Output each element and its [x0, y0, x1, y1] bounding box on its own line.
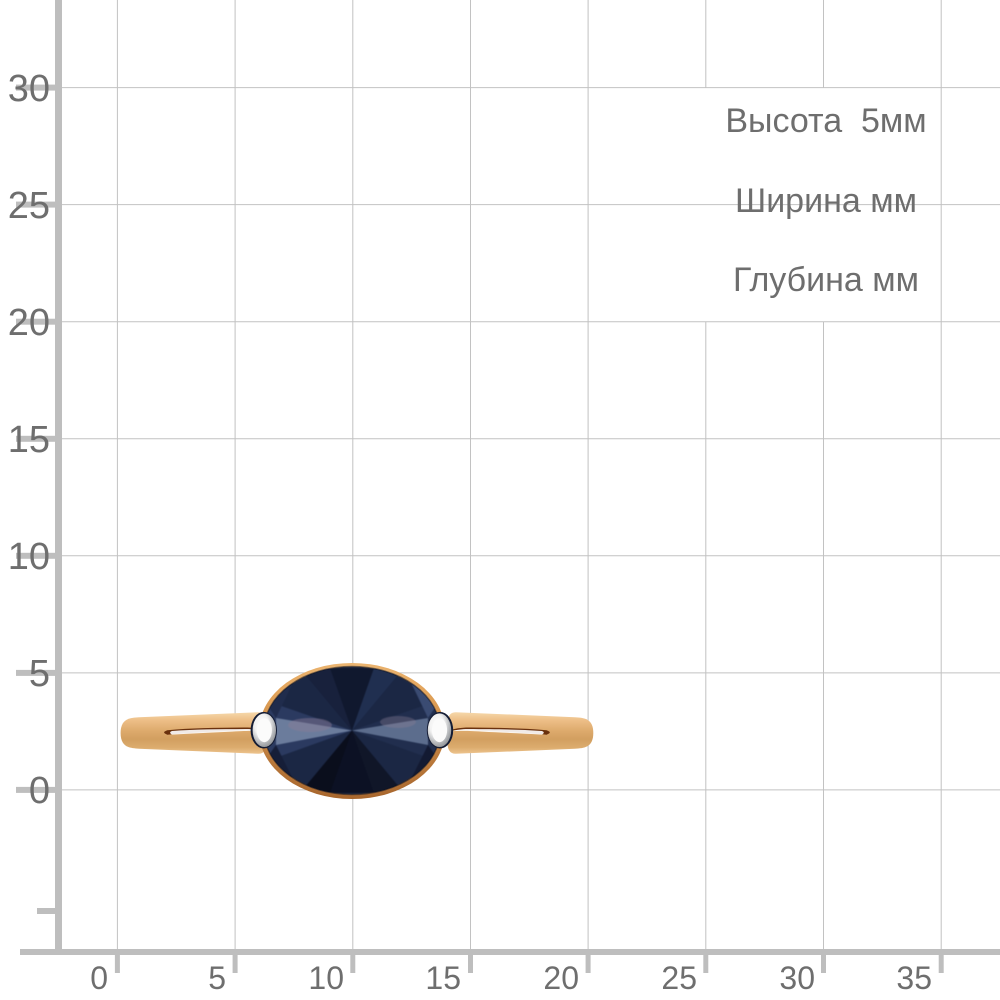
svg-text:15: 15 [8, 419, 50, 461]
svg-text:0: 0 [29, 770, 50, 812]
svg-text:25: 25 [661, 960, 697, 996]
svg-text:35: 35 [896, 960, 932, 996]
svg-text:20: 20 [543, 960, 579, 996]
svg-text:Глубина мм: Глубина мм [733, 261, 919, 299]
svg-text:20: 20 [8, 302, 50, 344]
svg-text:30: 30 [8, 68, 50, 110]
svg-text:30: 30 [779, 960, 815, 996]
svg-text:5: 5 [208, 960, 226, 996]
svg-text:10: 10 [308, 960, 344, 996]
svg-text:10: 10 [8, 536, 50, 578]
svg-text:Ширина мм: Ширина мм [735, 182, 917, 220]
svg-text:0: 0 [90, 960, 108, 996]
svg-text:25: 25 [8, 185, 50, 227]
svg-text:Высота 5мм: Высота 5мм [725, 102, 926, 140]
svg-text:15: 15 [425, 960, 461, 996]
svg-text:5: 5 [29, 653, 50, 695]
